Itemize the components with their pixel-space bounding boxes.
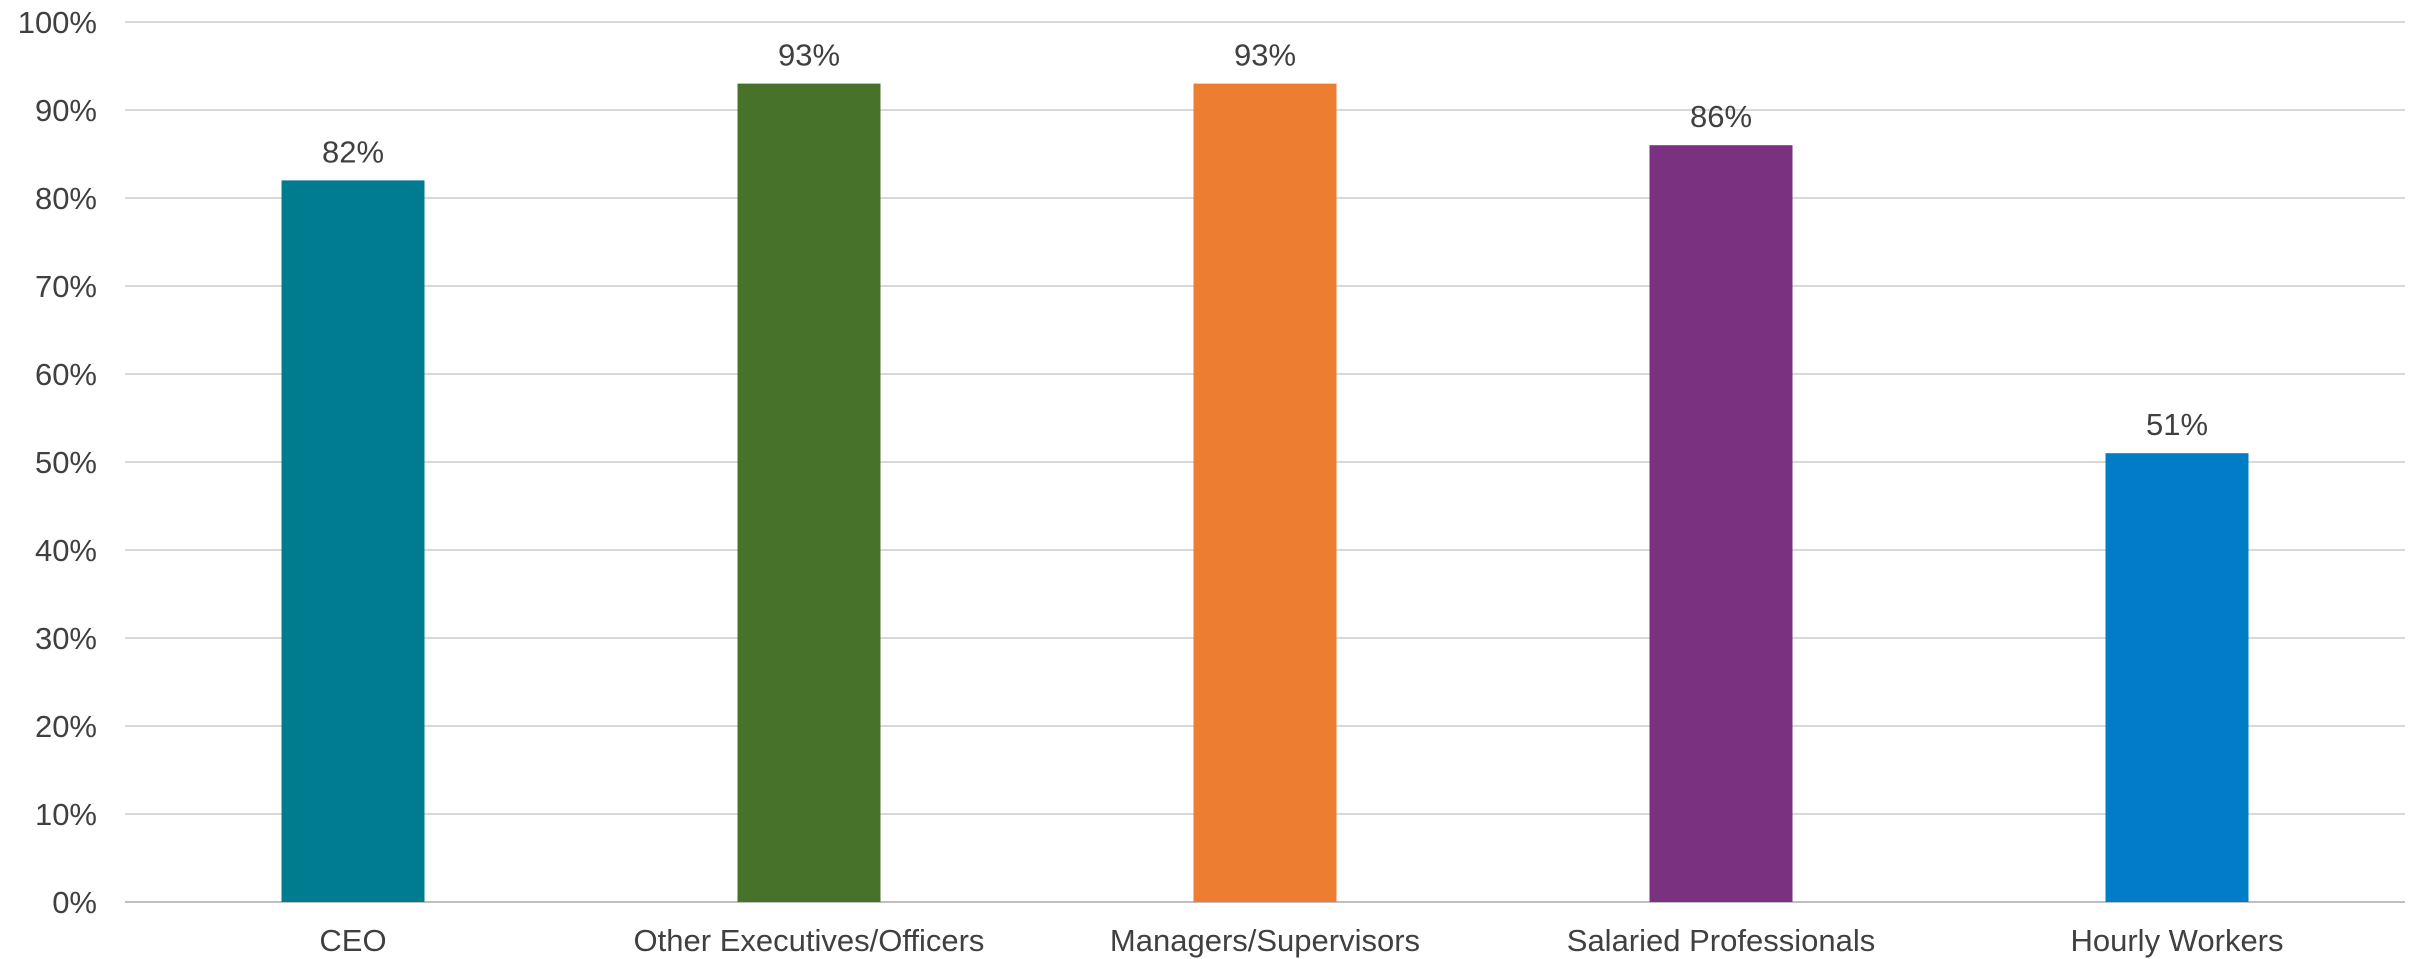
- y-tick-label: 60%: [35, 357, 97, 392]
- data-labels: 82% 93% 93% 86% 51%: [322, 38, 2208, 443]
- data-label: 93%: [1234, 38, 1296, 73]
- y-axis-tick-labels: 0% 10% 20% 30% 40% 50% 60% 70% 80% 90% 100%: [18, 5, 97, 920]
- category-label: CEO: [319, 923, 386, 958]
- data-label: 51%: [2146, 407, 2208, 442]
- bar: [1193, 83, 1337, 903]
- y-tick-label: 20%: [35, 709, 97, 744]
- y-tick-label: 100%: [18, 5, 97, 40]
- category-label: Managers/Supervisors: [1110, 923, 1420, 958]
- bar: [281, 180, 425, 902]
- y-tick-label: 0%: [52, 885, 97, 920]
- data-label: 82%: [322, 134, 384, 169]
- bars: [281, 83, 2249, 903]
- y-tick-label: 90%: [35, 93, 97, 128]
- category-label: Hourly Workers: [2070, 923, 2283, 958]
- data-label: 86%: [1690, 99, 1752, 134]
- y-tick-label: 10%: [35, 797, 97, 832]
- category-label: Other Executives/Officers: [634, 923, 985, 958]
- category-label: Salaried Professionals: [1567, 923, 1875, 958]
- data-label: 93%: [778, 38, 840, 73]
- bar: [1649, 145, 1793, 902]
- bar: [2105, 453, 2249, 902]
- bar: [737, 83, 881, 903]
- y-tick-label: 40%: [35, 533, 97, 568]
- y-tick-label: 30%: [35, 621, 97, 656]
- y-tick-label: 50%: [35, 445, 97, 480]
- x-axis-category-labels: CEO Other Executives/Officers Managers/Sup…: [319, 923, 2283, 958]
- y-tick-label: 80%: [35, 181, 97, 216]
- y-tick-label: 70%: [35, 269, 97, 304]
